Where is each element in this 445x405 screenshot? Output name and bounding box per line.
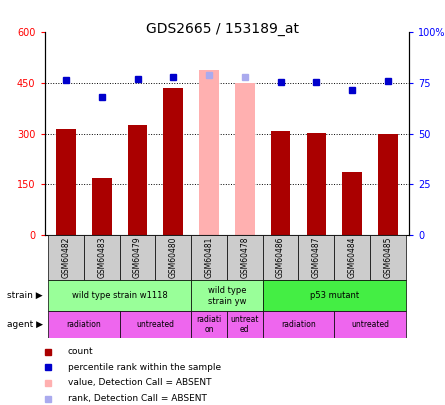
Text: GSM60480: GSM60480 — [169, 237, 178, 278]
Text: wild type
strain yw: wild type strain yw — [208, 286, 246, 305]
Bar — [370, 235, 406, 280]
Bar — [342, 173, 362, 235]
Text: GSM60481: GSM60481 — [205, 237, 214, 278]
Bar — [199, 70, 219, 235]
Bar — [120, 311, 191, 338]
Text: radiation: radiation — [66, 320, 101, 329]
Bar — [227, 311, 263, 338]
Text: untreat
ed: untreat ed — [231, 315, 259, 335]
Text: GDS2665 / 153189_at: GDS2665 / 153189_at — [146, 22, 299, 36]
Bar — [263, 235, 299, 280]
Text: agent ▶: agent ▶ — [7, 320, 43, 329]
Text: count: count — [68, 347, 93, 356]
Bar — [92, 177, 112, 235]
Text: GSM60482: GSM60482 — [61, 237, 70, 278]
Text: GSM60478: GSM60478 — [240, 237, 249, 278]
Text: radiati
on: radiati on — [196, 315, 222, 335]
Text: p53 mutant: p53 mutant — [310, 291, 359, 301]
Bar — [191, 235, 227, 280]
Bar — [235, 83, 255, 235]
Text: wild type strain w1118: wild type strain w1118 — [72, 291, 167, 301]
Text: untreated: untreated — [351, 320, 389, 329]
Bar — [334, 235, 370, 280]
Text: GSM60484: GSM60484 — [348, 237, 356, 278]
Bar — [191, 311, 227, 338]
Bar — [334, 311, 406, 338]
Bar — [307, 133, 326, 235]
Text: rank, Detection Call = ABSENT: rank, Detection Call = ABSENT — [68, 394, 206, 403]
Text: GSM60479: GSM60479 — [133, 237, 142, 278]
Text: value, Detection Call = ABSENT: value, Detection Call = ABSENT — [68, 378, 211, 388]
Bar — [263, 280, 406, 311]
Bar — [56, 129, 76, 235]
Text: GSM60483: GSM60483 — [97, 237, 106, 278]
Bar — [299, 235, 334, 280]
Bar — [84, 235, 120, 280]
Bar — [263, 311, 334, 338]
Bar — [163, 88, 183, 235]
Text: percentile rank within the sample: percentile rank within the sample — [68, 363, 221, 372]
Bar — [227, 235, 263, 280]
Bar — [120, 235, 155, 280]
Bar — [48, 280, 191, 311]
Bar — [378, 134, 398, 235]
Text: untreated: untreated — [137, 320, 174, 329]
Bar — [155, 235, 191, 280]
Text: radiation: radiation — [281, 320, 316, 329]
Bar — [271, 131, 291, 235]
Text: strain ▶: strain ▶ — [7, 291, 43, 301]
Text: GSM60485: GSM60485 — [384, 237, 392, 278]
Bar — [48, 311, 120, 338]
Text: GSM60487: GSM60487 — [312, 237, 321, 278]
Text: GSM60486: GSM60486 — [276, 237, 285, 278]
Bar — [48, 235, 84, 280]
Bar — [128, 125, 147, 235]
Bar — [191, 280, 263, 311]
